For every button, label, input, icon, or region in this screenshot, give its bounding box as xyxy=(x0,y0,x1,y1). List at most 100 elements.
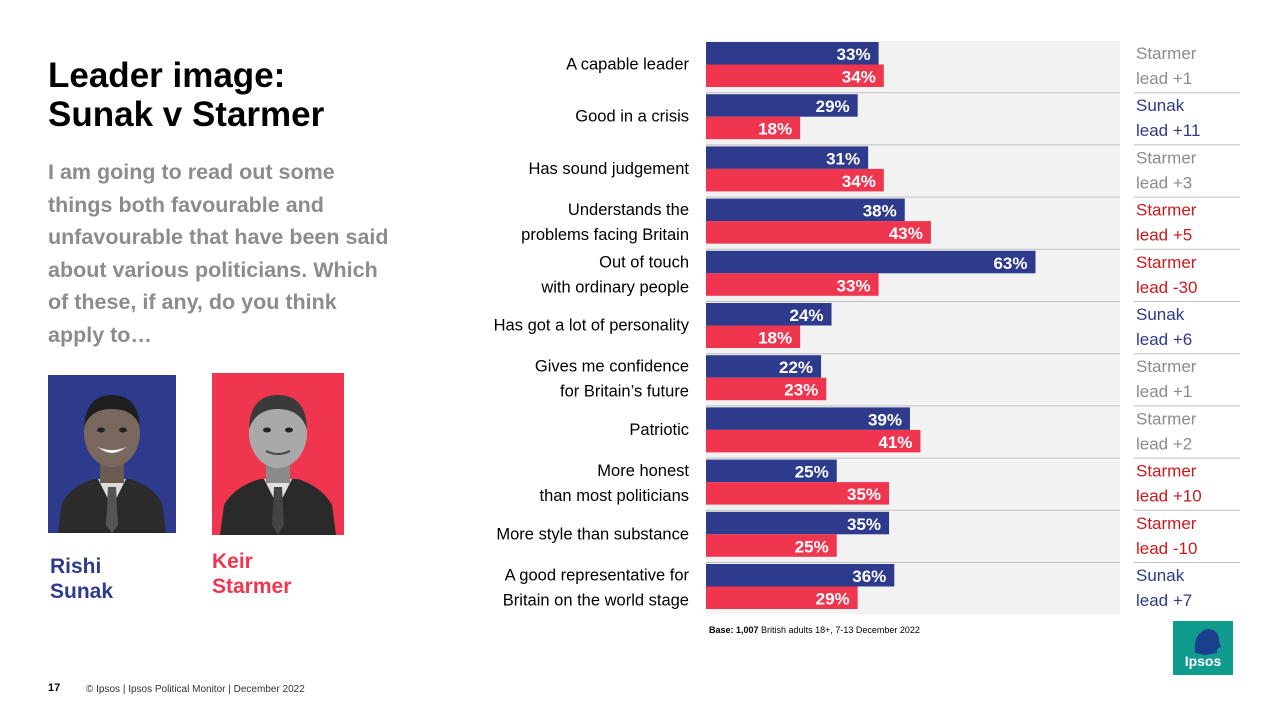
sunak-bar xyxy=(706,42,879,65)
starmer-value-label: 35% xyxy=(847,485,881,504)
ipsos-head-icon xyxy=(1194,629,1221,655)
footer-text: © Ipsos | Ipsos Political Monitor | Dece… xyxy=(86,684,305,695)
category-label: A capable leader xyxy=(566,56,689,74)
starmer-first-name: Keir xyxy=(212,550,253,573)
lead-label-line2: lead +1 xyxy=(1136,69,1192,88)
starmer-value-label: 41% xyxy=(878,433,912,452)
sunak-name: Rishi Sunak xyxy=(50,554,113,604)
lead-label-line1: Starmer xyxy=(1136,201,1197,220)
lead-label-line1: Starmer xyxy=(1136,462,1197,481)
sunak-bar xyxy=(706,94,858,117)
sunak-value-label: 35% xyxy=(847,515,881,534)
sunak-value-label: 63% xyxy=(993,254,1027,273)
lead-label-line2: lead -30 xyxy=(1136,278,1197,297)
sunak-value-label: 39% xyxy=(868,410,902,429)
sunak-bar xyxy=(706,146,869,169)
category-label: A good representative for xyxy=(505,567,690,585)
starmer-value-label: 33% xyxy=(837,276,871,295)
sunak-bar xyxy=(706,303,832,326)
ipsos-logo: Ipsos xyxy=(1173,621,1233,675)
starmer-bar xyxy=(706,273,879,296)
starmer-value-label: 25% xyxy=(795,537,829,556)
starmer-name: Keir Starmer xyxy=(212,549,291,599)
sunak-value-label: 31% xyxy=(826,149,860,168)
sunak-value-label: 36% xyxy=(852,567,886,586)
starmer-bar xyxy=(706,116,801,140)
lead-label-line2: lead +1 xyxy=(1136,382,1192,401)
starmer-bar xyxy=(706,482,890,505)
lead-label-line1: Sunak xyxy=(1136,305,1185,324)
category-label: Has sound judgement xyxy=(528,160,689,178)
lead-label-line1: Starmer xyxy=(1136,44,1197,63)
category-label: Patriotic xyxy=(629,421,689,439)
starmer-bar xyxy=(706,429,921,453)
lead-label-line1: Starmer xyxy=(1136,409,1197,428)
lead-label-line1: Sunak xyxy=(1136,96,1185,115)
base-bold: Base: 1,007 xyxy=(709,625,759,635)
starmer-bar xyxy=(706,534,837,557)
starmer-bar xyxy=(706,221,931,244)
sunak-value-label: 33% xyxy=(837,45,871,64)
starmer-value-label: 23% xyxy=(784,381,818,400)
lead-label-line2: lead +2 xyxy=(1136,434,1192,453)
sunak-value-label: 22% xyxy=(779,358,813,377)
category-label: than most politicians xyxy=(540,487,690,505)
sunak-value-label: 29% xyxy=(816,97,850,116)
lead-label-line2: lead +11 xyxy=(1136,121,1200,140)
base-note: Base: 1,007 British adults 18+, 7-13 Dec… xyxy=(709,625,920,635)
starmer-bar xyxy=(706,586,858,609)
sunak-first-name: Rishi xyxy=(50,555,102,578)
category-label: for Britain’s future xyxy=(560,383,689,401)
question-text: I am going to read out some things both … xyxy=(48,160,389,347)
starmer-value-label: 34% xyxy=(842,172,876,191)
starmer-last-name: Starmer xyxy=(212,575,292,598)
category-label: Has got a lot of personality xyxy=(494,317,690,335)
starmer-value-label: 43% xyxy=(889,224,923,243)
category-label: Britain on the world stage xyxy=(503,592,689,610)
lead-label-line1: Sunak xyxy=(1136,566,1185,585)
starmer-bar xyxy=(706,64,884,87)
category-label: Understands the xyxy=(568,201,689,219)
page-number: 17 xyxy=(48,682,61,694)
sunak-bar xyxy=(706,564,895,587)
base-rest: British adults 18+, 7-13 December 2022 xyxy=(758,625,920,635)
category-label: with ordinary people xyxy=(540,278,689,296)
category-label: More style than substance xyxy=(496,525,689,543)
page-title: Leader image: Sunak v Starmer xyxy=(48,56,428,134)
sunak-bar xyxy=(706,511,890,535)
sunak-bar xyxy=(706,198,905,222)
lead-label-line2: lead +10 xyxy=(1136,487,1202,506)
starmer-bar xyxy=(706,168,884,192)
lead-label-line1: Starmer xyxy=(1136,357,1197,376)
sunak-bar xyxy=(706,459,837,483)
starmer-value-label: 18% xyxy=(758,329,792,348)
starmer-value-label: 18% xyxy=(758,120,792,139)
title-line-1: Leader image: xyxy=(48,56,286,95)
sunak-value-label: 25% xyxy=(795,463,829,482)
ipsos-logo-text: Ipsos xyxy=(1184,653,1222,669)
category-label: Out of touch xyxy=(599,253,689,271)
lead-label-line2: lead +7 xyxy=(1136,591,1192,610)
lead-label-line2: lead -10 xyxy=(1136,539,1197,558)
lead-label-line1: Starmer xyxy=(1136,253,1197,272)
category-label: Gives me confidence xyxy=(535,358,689,376)
starmer-bar xyxy=(706,325,801,348)
starmer-value-label: 34% xyxy=(842,68,876,87)
lead-label-line1: Starmer xyxy=(1136,148,1197,167)
title-line-2: Sunak v Starmer xyxy=(48,95,325,134)
sunak-value-label: 24% xyxy=(789,306,823,325)
lead-label-line2: lead +3 xyxy=(1136,173,1192,192)
sunak-bar xyxy=(706,407,910,430)
sunak-photo xyxy=(48,375,176,533)
sunak-value-label: 38% xyxy=(863,202,897,221)
lead-label-line2: lead +5 xyxy=(1136,226,1192,245)
category-label: More honest xyxy=(597,462,689,480)
starmer-value-label: 29% xyxy=(816,590,850,609)
category-label: Good in a crisis xyxy=(575,108,689,126)
lead-label-line1: Starmer xyxy=(1136,514,1197,533)
lead-label-line2: lead +6 xyxy=(1136,330,1192,349)
sunak-last-name: Sunak xyxy=(50,580,114,603)
sunak-bar xyxy=(706,355,822,378)
sunak-bar xyxy=(706,250,1036,274)
